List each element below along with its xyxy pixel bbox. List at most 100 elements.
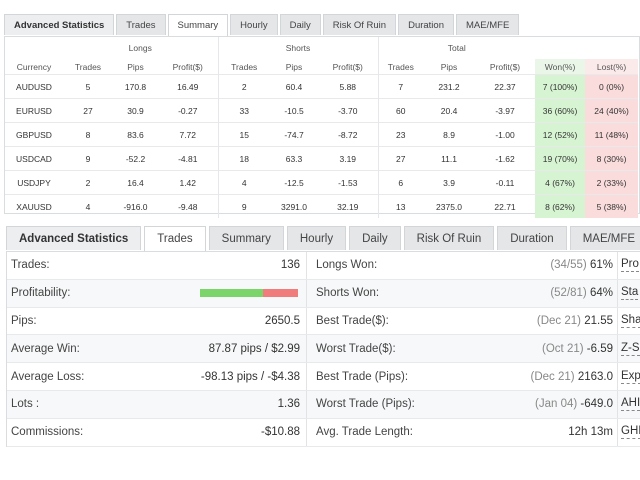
cell-lost: 8 (30%) [585, 146, 639, 171]
stat-note: (Jan 04) [535, 398, 578, 411]
stats-row: Lots : 1.36 Worst Trade (Pips): (Jan 04) -6… [7, 390, 640, 419]
col-shorts-trades[interactable]: Trades [231, 61, 258, 72]
stats-row: Average Win: 87.87 pips / $2.99 Worst Trad… [7, 335, 640, 364]
stat-third-label[interactable]: Pro [621, 258, 639, 273]
col-total-pips[interactable]: Pips [440, 61, 458, 72]
stat-third-label[interactable]: AHI [621, 397, 640, 412]
cell-lost: 0 (0%) [585, 74, 639, 99]
cell-l-pips: -916.0 [113, 194, 158, 218]
stat-third-label[interactable]: Sta [621, 286, 639, 301]
profitability-bar [200, 289, 298, 298]
profitability-lost-fill [262, 289, 298, 298]
cell-s-pips: 63.3 [270, 146, 318, 171]
cell-currency: USDCAD [5, 146, 63, 171]
cell-l-pips: 170.8 [113, 74, 158, 99]
stat-right-cell: Worst Trade (Pips): (Jan 04) -649.0 [307, 390, 618, 418]
stat-value: 12h 13m [568, 426, 613, 439]
stats-grid: Trades: 136 Longs Won: (34/55) 61% Pro Profit… [7, 252, 640, 447]
cell-s-profit: 3.19 [318, 146, 379, 171]
table-row: USDJPY 2 16.4 1.42 4 -12.5 -1.53 6 3.9 -0.11 4 (67… [5, 170, 639, 195]
stat-right-cell: Longs Won: (34/55) 61% [307, 252, 618, 279]
tab-daily[interactable]: Daily [279, 14, 321, 35]
stat-right-cell: Best Trade($): (Dec 21) 21.55 [307, 307, 618, 335]
tab-risk-of-ruin[interactable]: Risk Of Ruin [322, 14, 397, 35]
col-shorts-pips[interactable]: Pips [285, 61, 303, 72]
stat-third-cell: GHI [618, 419, 640, 446]
cell-t-trades: 13 [378, 194, 424, 218]
stats-row: Pips: 2650.5 Best Trade($): (Dec 21) 21.55 S… [7, 307, 640, 336]
cell-currency: USDJPY [5, 170, 63, 195]
col-longs-profit[interactable]: Profit($) [158, 59, 219, 75]
tab2-trades[interactable]: Trades [144, 226, 206, 251]
tab2-risk-of-ruin[interactable]: Risk Of Ruin [403, 226, 495, 250]
col-total-trades[interactable]: Trades [387, 61, 414, 72]
cell-l-profit: -9.48 [158, 194, 219, 218]
tab-summary[interactable]: Summary [167, 14, 229, 36]
tab2-duration[interactable]: Duration [497, 226, 567, 250]
cell-currency: GBPUSD [5, 122, 63, 147]
table-row: EURUSD 27 30.9 -0.27 33 -10.5 -3.70 60 20.4 -3.97… [5, 98, 639, 123]
col-shorts-profit[interactable]: Profit($) [318, 59, 379, 75]
cell-s-pips: 60.4 [270, 74, 318, 99]
stat-value: 2650.5 [264, 314, 300, 327]
tab2-daily[interactable]: Daily [349, 226, 401, 250]
col-lost[interactable]: Lost(%) [585, 59, 639, 75]
stat-label: Longs Won: [316, 259, 378, 272]
cell-t-profit: -1.62 [475, 146, 536, 171]
stat-third-label[interactable]: Z-S [621, 341, 640, 356]
tab2-hourly[interactable]: Hourly [286, 226, 347, 250]
stat-label: Average Loss: [11, 370, 85, 383]
cell-lost: 2 (33%) [585, 170, 639, 195]
tab2-mae-mfe[interactable]: MAE/MFE [569, 226, 640, 250]
stat-left-cell: Commissions: -$10.88 [7, 418, 307, 446]
cell-t-trades: 27 [378, 146, 424, 171]
cell-t-pips: 20.4 [423, 98, 476, 123]
tab-trades[interactable]: Trades [116, 14, 166, 35]
cell-t-profit: -3.97 [475, 98, 536, 123]
stat-label: Trades: [11, 259, 50, 272]
stat-third-cell: Exp [618, 363, 640, 390]
stat-third-cell: Sta [618, 280, 640, 307]
cell-won: 4 (67%) [535, 170, 586, 195]
cell-l-profit: 7.72 [158, 122, 219, 147]
tab-hourly[interactable]: Hourly [230, 14, 278, 35]
cell-t-pips: 231.2 [423, 74, 476, 99]
cell-s-profit: -1.53 [318, 170, 379, 195]
cell-t-profit: 22.37 [475, 74, 536, 99]
group-total: Total [447, 43, 466, 53]
table-row: XAUUSD 4 -916.0 -9.48 9 3291.0 32.19 13 2375.0 22… [5, 194, 639, 218]
stat-value: -98.13 pips / -$4.38 [200, 370, 300, 383]
tab-duration[interactable]: Duration [398, 14, 454, 35]
stat-third-cell: Pro [618, 252, 640, 279]
cell-won: 12 (52%) [535, 122, 586, 147]
cell-l-pips: 30.9 [113, 98, 158, 123]
tab2-summary[interactable]: Summary [208, 226, 284, 250]
stat-label: Worst Trade (Pips): [316, 398, 415, 411]
stat-value: 61% [589, 259, 613, 272]
tab-advanced-statistics-header: Advanced Statistics [4, 14, 115, 35]
col-total-profit[interactable]: Profit($) [489, 61, 521, 72]
col-longs-trades[interactable]: Trades [74, 61, 102, 72]
stat-third-label[interactable]: Exp [621, 369, 640, 384]
col-currency[interactable]: Currency [16, 61, 52, 72]
stat-value: 136 [280, 259, 300, 272]
cell-t-pips: 3.9 [423, 170, 476, 195]
stat-label: Lots : [11, 398, 40, 411]
group-longs: Longs [63, 37, 219, 59]
cell-s-trades: 18 [218, 146, 270, 171]
column-header-row: Currency Trades Pips Profit($) Trades Pi… [5, 59, 639, 75]
cell-t-pips: 8.9 [423, 122, 476, 147]
stat-value-group: (52/81) 64% [550, 287, 613, 299]
stat-value: -649.0 [580, 398, 613, 411]
top-tab-bar: Advanced Statistics Trades Summary Hourl… [4, 14, 521, 36]
table-row: USDCAD 9 -52.2 -4.81 18 63.3 3.19 27 11.1 -1.62 19… [5, 146, 639, 171]
stat-third-label[interactable]: Sha [621, 313, 640, 328]
cell-won: 7 (100%) [535, 74, 586, 99]
stat-left-cell: Average Win: 87.87 pips / $2.99 [7, 335, 307, 363]
col-longs-pips[interactable]: Pips [127, 61, 144, 72]
stat-value-group: (34/55) 61% [550, 259, 613, 271]
stat-third-label[interactable]: GHI [621, 425, 640, 440]
col-won[interactable]: Won(%) [535, 59, 586, 75]
tab-mae-mfe[interactable]: MAE/MFE [456, 14, 520, 35]
table-row: AUDUSD 5 170.8 16.49 2 60.4 5.88 7 231.2 22.37 7 (… [5, 74, 639, 99]
